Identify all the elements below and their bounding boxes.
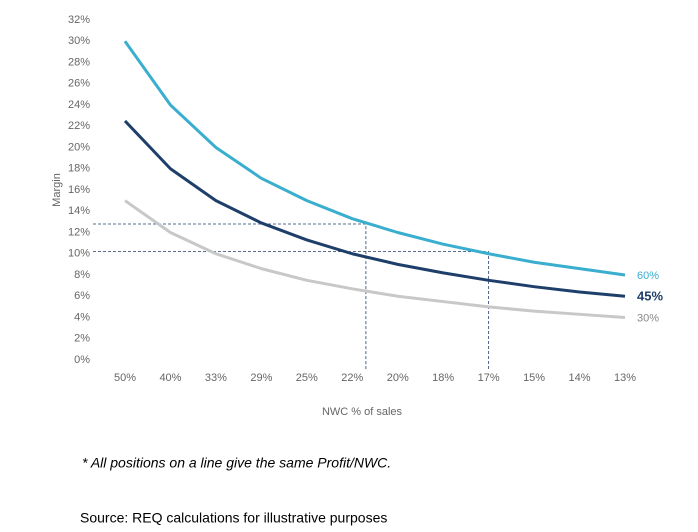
- series-line: [124, 199, 626, 319]
- x-tick-label: 22%: [341, 372, 363, 384]
- y-tick-label: 24%: [68, 99, 90, 111]
- y-tick-label: 16%: [68, 184, 90, 196]
- y-tick-label: 6%: [74, 290, 90, 302]
- x-tick-label: 40%: [159, 372, 181, 384]
- y-tick-label: 2%: [74, 333, 90, 345]
- y-tick-label: 12%: [68, 226, 90, 238]
- footnote: * All positions on a line give the same …: [82, 455, 391, 471]
- x-tick-label: 33%: [205, 372, 227, 384]
- series-label: 45%: [637, 289, 663, 304]
- x-tick-label: 14%: [569, 372, 591, 384]
- x-tick-label: 50%: [114, 372, 136, 384]
- series-label: 30%: [637, 312, 659, 324]
- y-tick-label: 0%: [74, 354, 90, 366]
- y-tick-label: 18%: [68, 163, 90, 175]
- y-tick-label: 26%: [68, 78, 90, 90]
- series-label: 60%: [637, 270, 659, 282]
- y-tick-label: 32%: [68, 14, 90, 26]
- x-tick-label: 17%: [478, 372, 500, 384]
- x-axis-title: NWC % of sales: [322, 406, 403, 418]
- source: Source: REQ calculations for illustrativ…: [80, 510, 387, 526]
- y-tick-label: 28%: [68, 56, 90, 68]
- x-tick-label: 15%: [523, 372, 545, 384]
- y-tick-label: 30%: [68, 35, 90, 47]
- y-tick-label: 22%: [68, 120, 90, 132]
- y-axis-title: Margin: [51, 173, 63, 207]
- y-tick-label: 20%: [68, 141, 90, 153]
- x-tick-label: 25%: [296, 372, 318, 384]
- y-tick-label: 8%: [74, 269, 90, 281]
- guide-line: [93, 251, 490, 370]
- x-tick-label: 13%: [614, 372, 636, 384]
- series-line: [123, 119, 626, 298]
- x-tick-label: 18%: [432, 372, 454, 384]
- x-tick-label: 29%: [250, 372, 272, 384]
- y-tick-label: 10%: [68, 248, 90, 260]
- x-tick-label: 20%: [387, 372, 409, 384]
- y-tick-label: 4%: [74, 311, 90, 323]
- series-line: [123, 40, 626, 277]
- y-tick-label: 14%: [68, 205, 90, 217]
